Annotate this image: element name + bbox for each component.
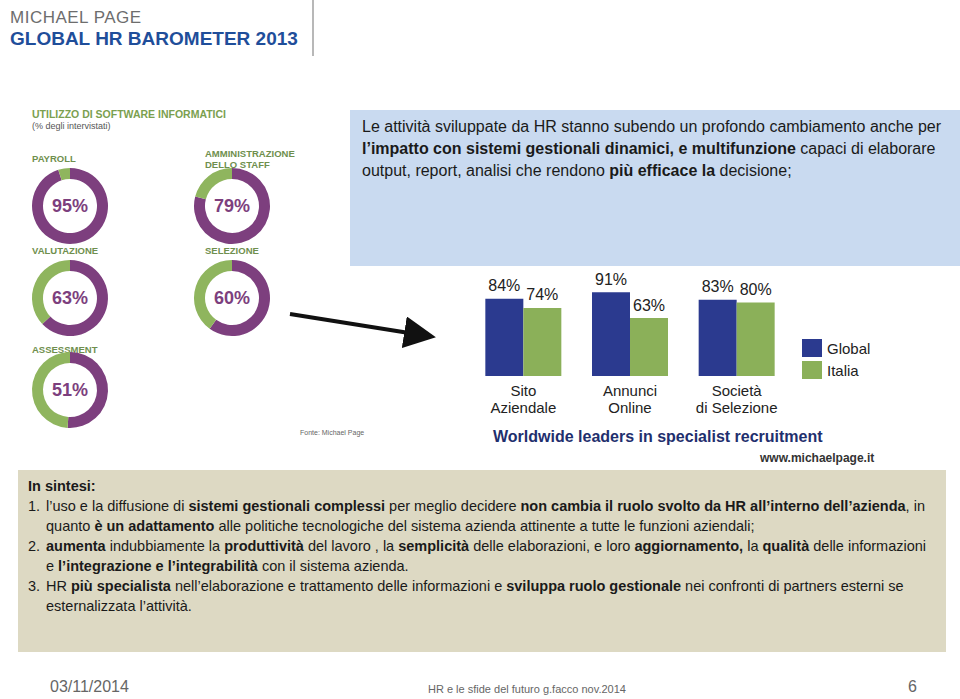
html-text:In sintesi:: In sintesi:	[28, 478, 96, 494]
html-text:SELEZIONE: SELEZIONE	[205, 245, 259, 256]
html-text:03/11/2014: 03/11/2014	[50, 678, 129, 695]
svg-text:Società: Società	[712, 382, 763, 399]
svg-text:95%: 95%	[52, 196, 88, 216]
svg-text:84%: 84%	[488, 277, 520, 294]
html-text:Fonte: Michael Page: Fonte: Michael Page	[300, 429, 365, 436]
html-text:1. l’uso e la diffusione di si: 1. l’uso e la diffusione di sistemi gest…	[28, 498, 925, 534]
svg-text:Italia: Italia	[827, 362, 859, 379]
svg-text:51%: 51%	[52, 380, 88, 400]
html-text:3. HR più specialista nell’ela: 3. HR più specialista nell’elaborazione …	[28, 578, 904, 614]
html-text:www.michaelpage.it: www.michaelpage.it	[760, 451, 875, 465]
html-text:6: 6	[908, 678, 917, 695]
html-text:Le attività sviluppate da HR s: Le attività sviluppate da HR stanno sube…	[362, 118, 941, 135]
svg-text:91%: 91%	[595, 271, 627, 288]
html-text:Worldwide leaders in specialis: Worldwide leaders in specialist recruitm…	[493, 428, 823, 445]
html-text:UTILIZZO DI SOFTWARE INFORMATI: UTILIZZO DI SOFTWARE INFORMATICI	[32, 108, 226, 120]
html-text:MICHAEL PAGE: MICHAEL PAGE	[10, 8, 142, 27]
svg-text:Sito: Sito	[510, 382, 536, 399]
svg-text:83%: 83%	[702, 278, 734, 295]
svg-text:63%: 63%	[52, 288, 88, 308]
svg-text:Global: Global	[827, 340, 870, 357]
html-text:VALUTAZIONE: VALUTAZIONE	[32, 245, 99, 256]
svg-text:63%: 63%	[633, 297, 665, 314]
html-text:l’impatto con sistemi gestiona: l’impatto con sistemi gestionali dinamic…	[362, 140, 936, 179]
html-text:2. aumenta indubbiamente la pr: 2. aumenta indubbiamente la produttività…	[28, 538, 927, 574]
svg-text:80%: 80%	[740, 281, 772, 298]
svg-text:74%: 74%	[526, 286, 558, 303]
svg-text:di Selezione: di Selezione	[696, 399, 778, 416]
html-text:HR e le sfide del futuro g.fac: HR e le sfide del futuro g.facco nov.201…	[428, 683, 626, 695]
svg-text:60%: 60%	[214, 288, 250, 308]
html-text:PAYROLL: PAYROLL	[32, 153, 76, 164]
html-text:(% degli intervistati): (% degli intervistati)	[32, 121, 111, 131]
html-text:AMMINISTRAZIONE DELLO STAFF: AMMINISTRAZIONE DELLO STAFF	[205, 148, 295, 170]
html-text:GLOBAL HR BAROMETER 2013: GLOBAL HR BAROMETER 2013	[10, 28, 298, 49]
svg-text:Annunci: Annunci	[603, 382, 657, 399]
svg-text:Online: Online	[608, 399, 651, 416]
svg-text:79%: 79%	[214, 196, 250, 216]
html-text:ASSESSMENT: ASSESSMENT	[32, 344, 98, 355]
svg-text:Aziendale: Aziendale	[490, 399, 556, 416]
